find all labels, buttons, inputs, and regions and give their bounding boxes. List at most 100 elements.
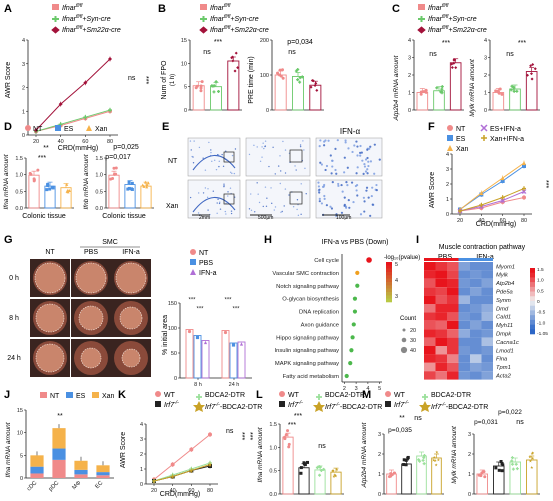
i-cell-13-5: [481, 371, 493, 380]
legend-f-item-4: ES+IFN-a: [490, 126, 521, 133]
hist-fold-0: [192, 154, 236, 171]
f-xtick-label-1: 40: [478, 218, 484, 224]
legend-k-item-4: Irf7-/--BDCA2-DTR: [205, 402, 262, 411]
c1-dot-2-4: [450, 62, 454, 66]
i-group-bar-pbs: [424, 258, 459, 261]
annot-b2-ns: ns: [288, 49, 296, 56]
i-cell-5-0: [424, 304, 436, 313]
k-xtick-label-1: 40: [170, 488, 176, 494]
legend-b-item-1: Ifnarfl/fl: [210, 3, 231, 12]
annot-m2-ns: ns: [516, 419, 524, 426]
i-colorbar-label-6: -1.05: [537, 331, 548, 337]
annot-k-stars: ***: [238, 432, 245, 440]
hist-speck-1-0-21: [227, 191, 229, 193]
annot-m1-ns: ns: [414, 415, 422, 422]
legend-b-item-3: Ifnarfl/fl+Sm22α-cre: [210, 25, 269, 34]
legend-a-item-1: Ifnarfl/fl: [62, 3, 83, 12]
i-cell-9-0: [424, 337, 436, 346]
c1-dot-0-5: [419, 92, 423, 96]
c1-bar-1: [433, 90, 445, 111]
l-ytick-label-2: 1.0: [269, 445, 277, 451]
j-ytick-label-2: 10: [17, 431, 23, 437]
hist-speck-1-2-9: [325, 204, 328, 207]
l-dot-2-4: [318, 473, 322, 477]
b2-dot-0-5: [281, 76, 285, 80]
axis-c1-ylabel: Atp2b4 mRNA amount: [393, 54, 400, 121]
h-term-5: Axon guidance: [301, 322, 339, 328]
hist-speck-0-2-18: [327, 139, 330, 142]
panel-label-a: A: [4, 3, 12, 15]
m1-dot-1-1: [402, 463, 406, 467]
h-term-8: MAPK signaling pathway: [275, 361, 339, 367]
m2-dot-0-4: [480, 471, 484, 475]
hist-speck-0-2-7: [367, 164, 370, 168]
hist-speck-1-0-5: [230, 210, 233, 212]
m2-dot-1-4: [501, 463, 505, 467]
annot-m1-stars: **: [399, 415, 405, 422]
a-ytick-label-2: 2: [22, 86, 25, 92]
j-bar-0-1: [30, 466, 44, 474]
legend-m-item-4: Irf7-/--BDCA2-DTR: [431, 402, 488, 411]
hist-speck-0-2-49: [361, 159, 364, 162]
b2-bar-0: [274, 74, 287, 111]
hist-speck-0-1-29: [280, 170, 282, 172]
k-ytick-label-4: 4: [140, 422, 143, 428]
m1-dot-3-4: [435, 450, 439, 454]
panel-l: L WT Irf7-/- BDCA2-DTR Irf7-/--BDCA2-DTR…: [256, 389, 382, 498]
hist-speck-1-2-28: [318, 197, 321, 200]
hist-tile-1-2: [315, 179, 383, 219]
hist-speck-1-2-19: [362, 196, 365, 199]
hist-roi-1-1: [289, 191, 303, 205]
hist-speck-1-2-54: [348, 206, 351, 209]
legend-f-swatch-1: [447, 125, 453, 131]
panel-i-title: Muscle contraction pathway: [439, 244, 526, 251]
hist-speck-1-2-52: [371, 203, 374, 206]
m2-dot-3-5: [531, 451, 535, 455]
i-cell-7-4: [470, 320, 482, 330]
i-cell-4-5: [481, 295, 493, 304]
m2-ytick-label-3: 3: [468, 432, 471, 438]
c1-ytick-label-3: 3: [408, 56, 411, 62]
j-bar-1-0: [52, 459, 66, 478]
k-ytick-label-3: 3: [140, 437, 143, 443]
hist-speck-1-1-11: [305, 192, 307, 195]
l-dot-1-2: [302, 462, 306, 466]
b1-dot-1-2: [214, 80, 218, 84]
hist-speck-1-0-7: [189, 196, 192, 199]
legend-f-item-3: Xan: [456, 146, 469, 153]
hist-speck-0-1-17: [299, 145, 302, 148]
hist-speck-0-2-40: [366, 168, 369, 171]
h-dot-2: [355, 283, 360, 288]
a-ytick-label-0: 0: [22, 133, 25, 139]
m1-dot-2-2: [421, 458, 425, 462]
panel-g-row-24h: 24 h: [7, 355, 21, 362]
legend-k-swatch-1: [155, 391, 161, 397]
i-gene-2: Atp2b4: [495, 281, 514, 287]
hist-speck-0-2-52: [346, 166, 349, 169]
i-gene-7: Myh11: [496, 323, 513, 329]
hist-speck-0-2-6: [329, 154, 332, 157]
legend-m-swatch-4: [419, 401, 431, 412]
i-cell-4-2: [447, 295, 459, 304]
i-cell-8-5: [481, 329, 493, 338]
d2-ytick-label-3: 1.5: [95, 156, 103, 162]
b1-dot-1-3: [212, 90, 216, 94]
hist-roi-0-0: [223, 151, 235, 163]
hist-speck-1-2-5: [363, 200, 366, 203]
panel-label-h: H: [264, 234, 272, 246]
hist-roi-0-1: [289, 149, 303, 163]
c1-dot-1-4: [440, 87, 444, 91]
m1-dot-3-2: [432, 455, 436, 459]
h-xtick-label-2: 4: [366, 386, 369, 392]
k-xtick-label-0: 20: [151, 488, 157, 494]
i-colorbar-seg-8: [530, 305, 535, 311]
i-cell-9-5: [481, 337, 493, 346]
h-size-dot-0: [402, 328, 406, 332]
hist-speck-0-1-16: [256, 146, 258, 148]
hist-speck-1-1-23: [250, 193, 252, 195]
hist-speck-1-1-19: [250, 209, 253, 211]
m2-dot-1-2: [500, 469, 504, 473]
hist-tile-1-0: [187, 179, 241, 219]
m2-dot-1-1: [497, 468, 501, 472]
legend-g-swatch-1: [190, 249, 196, 255]
